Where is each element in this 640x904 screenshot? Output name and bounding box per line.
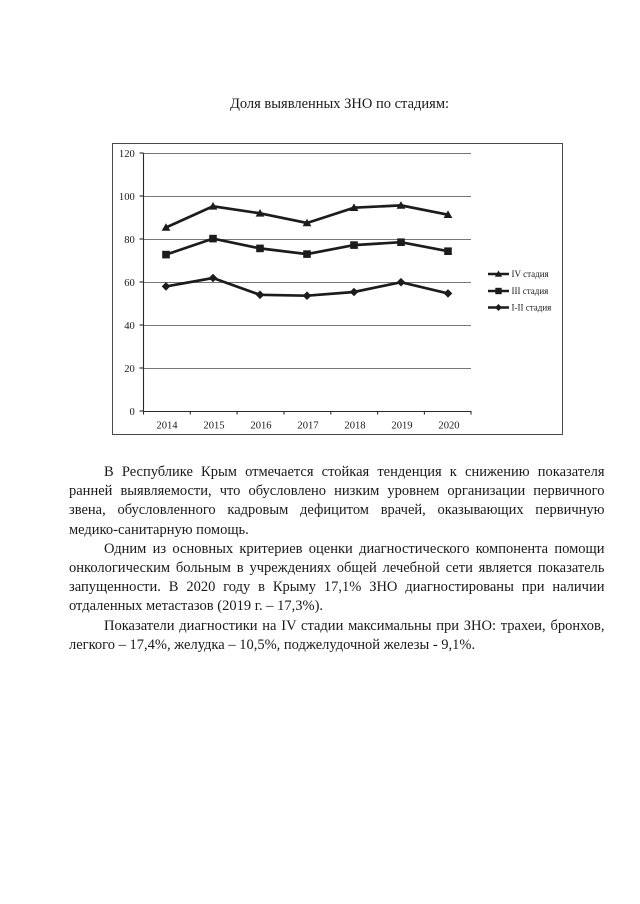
svg-text:60: 60: [124, 278, 135, 289]
svg-text:2019: 2019: [391, 420, 412, 431]
svg-text:100: 100: [119, 192, 135, 203]
svg-text:2015: 2015: [203, 420, 224, 431]
svg-text:IV стадия: IV стадия: [512, 269, 549, 279]
svg-text:III стадия: III стадия: [512, 286, 549, 296]
svg-text:2017: 2017: [297, 420, 318, 431]
svg-text:0: 0: [130, 407, 135, 418]
svg-text:I-II стадия: I-II стадия: [512, 303, 552, 313]
svg-text:40: 40: [124, 321, 135, 332]
svg-text:2020: 2020: [438, 420, 459, 431]
svg-text:80: 80: [124, 235, 135, 246]
svg-text:2016: 2016: [250, 420, 271, 431]
svg-text:2014: 2014: [156, 420, 178, 431]
svg-text:2018: 2018: [344, 420, 365, 431]
svg-text:20: 20: [124, 364, 135, 375]
svg-text:120: 120: [119, 149, 135, 160]
